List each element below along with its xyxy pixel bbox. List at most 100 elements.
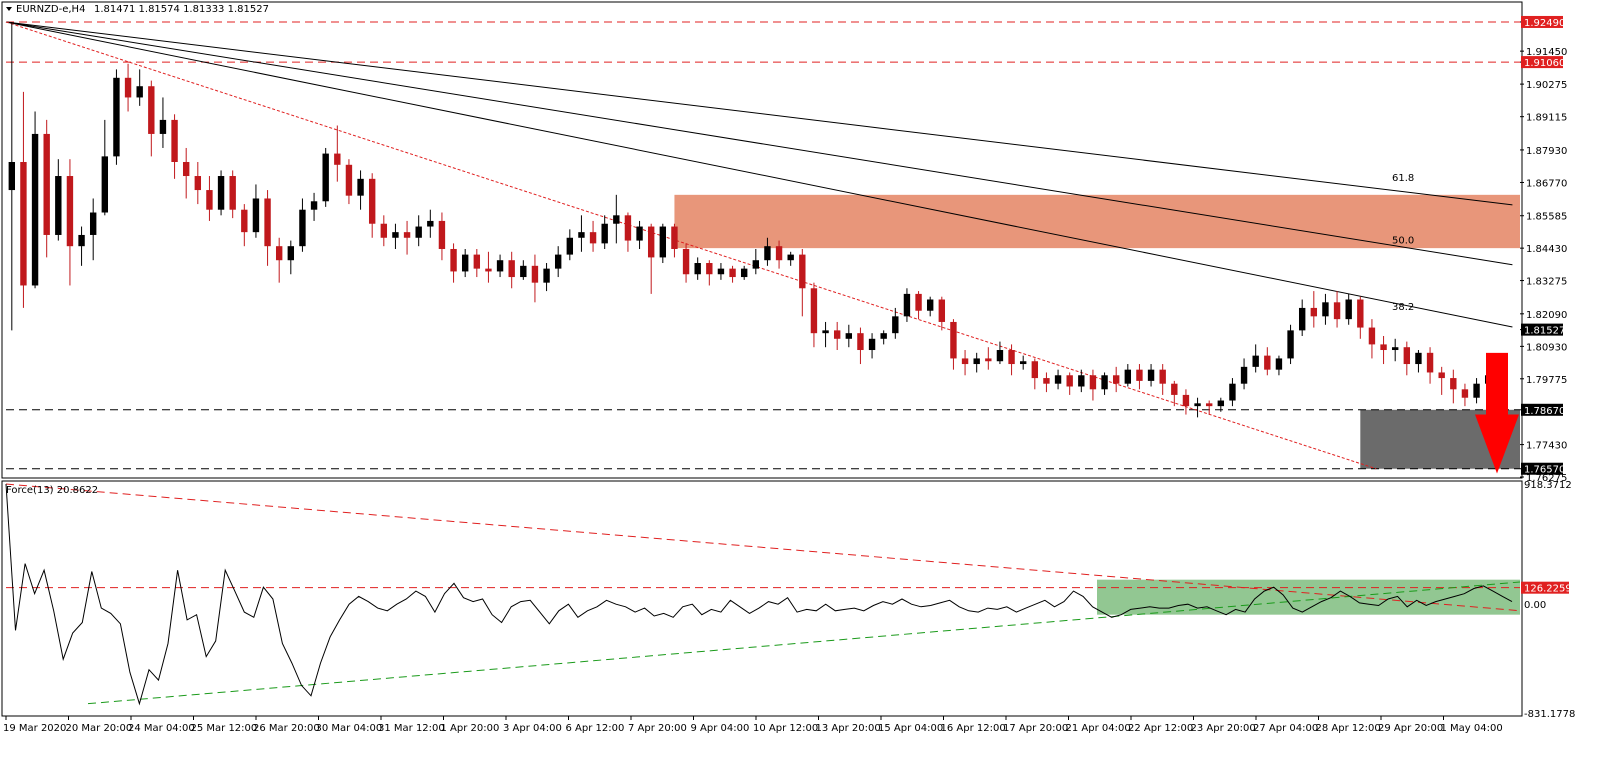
candle (775, 240, 783, 269)
candle (241, 204, 248, 247)
candle (485, 251, 492, 283)
candle-body (1252, 355, 1259, 367)
candle (322, 147, 329, 207)
candle-body (892, 316, 899, 334)
candle (8, 21, 16, 331)
candle (1147, 364, 1155, 387)
candle (287, 240, 295, 275)
candle-body (241, 209, 248, 233)
candle-body (531, 265, 539, 283)
candle (55, 159, 62, 241)
candle (1031, 358, 1039, 390)
candle-body (66, 176, 74, 247)
candle (1194, 397, 1201, 418)
candle-body (915, 293, 922, 311)
candle (799, 248, 806, 317)
candle (706, 260, 713, 286)
candle-body (427, 220, 434, 227)
candle (415, 215, 422, 247)
price-tick-label: 1.89115 (1526, 113, 1567, 124)
candle-body (950, 321, 957, 359)
trend-lines-layer: 38.2 50.0 61.8 (5, 21, 1520, 470)
candle-body (275, 246, 283, 261)
candle-body (508, 260, 515, 278)
candle (682, 243, 690, 283)
candle-body (217, 176, 225, 210)
candle (357, 170, 364, 210)
candle-body (543, 268, 550, 283)
candle (1438, 366, 1445, 395)
price-pane-frame (1, 1, 1523, 479)
time-tick-label: 20 Mar 20:00 (66, 723, 133, 734)
candle-body (1217, 400, 1225, 407)
candle-body (450, 248, 457, 272)
candle-body (868, 338, 876, 351)
candle (206, 176, 213, 221)
candle-body (1159, 369, 1166, 384)
candle-body (287, 246, 295, 261)
candle (1322, 293, 1329, 325)
candle-body (113, 77, 120, 157)
candle (787, 251, 794, 266)
candle-body (1054, 375, 1062, 384)
candle (1357, 296, 1364, 339)
level-price-badge (1521, 403, 1563, 416)
candle-body (1368, 327, 1376, 345)
candle (950, 319, 957, 370)
candle-body (1461, 389, 1469, 398)
candle-body (1322, 302, 1329, 317)
candle (589, 220, 597, 252)
time-tick-label: 16 Apr 12:00 (941, 723, 1006, 734)
candle-body (299, 209, 306, 247)
price-tick-label: 1.84430 (1526, 244, 1567, 255)
candle (926, 296, 934, 317)
collapse-triangle-icon[interactable] (6, 7, 12, 11)
candle-body (194, 176, 202, 191)
candle (1229, 378, 1236, 407)
candle-body (252, 198, 260, 233)
candle (450, 243, 457, 283)
candle (1450, 369, 1457, 404)
price-tick-label: 1.82090 (1526, 310, 1567, 321)
candle-body (787, 254, 794, 261)
candle (1310, 291, 1318, 328)
level-price-label: 1.92490 (1524, 18, 1565, 29)
candle-body (1403, 347, 1411, 365)
candle (1054, 369, 1062, 390)
candle-body (996, 350, 1004, 362)
level-price-badge (1521, 462, 1563, 475)
candle-body (264, 198, 271, 247)
candle-body (903, 293, 911, 317)
time-tick-label: 28 Apr 12:00 (1316, 723, 1381, 734)
candle (1159, 364, 1166, 395)
candle-body (613, 215, 620, 224)
candle (810, 282, 818, 348)
candle-body (1194, 403, 1201, 407)
candle (66, 159, 74, 286)
candle-body (89, 212, 97, 235)
candle (554, 246, 562, 278)
candle-body (1264, 355, 1271, 370)
candle (636, 220, 643, 249)
candle (520, 260, 527, 280)
force-layer (5, 483, 1521, 706)
candle-body (659, 226, 667, 258)
candle (752, 248, 760, 275)
fib-fan-line-61.8 (5, 21, 1513, 206)
candle-body (55, 176, 62, 235)
candle-body (345, 164, 353, 196)
candle-body (1066, 375, 1073, 387)
force-level-label: 126.2259 (1524, 584, 1572, 595)
candle (182, 147, 190, 199)
candle (671, 223, 678, 258)
candle-body (647, 226, 655, 258)
ohlc-readout: 1.81471 1.81574 1.81333 1.81527 (94, 4, 269, 15)
candle (368, 173, 376, 238)
candle-body (461, 254, 469, 272)
candle (136, 69, 143, 106)
candle-body (601, 223, 608, 244)
price-tick-label: 1.90275 (1526, 80, 1567, 91)
force-level-badge (1521, 581, 1569, 594)
